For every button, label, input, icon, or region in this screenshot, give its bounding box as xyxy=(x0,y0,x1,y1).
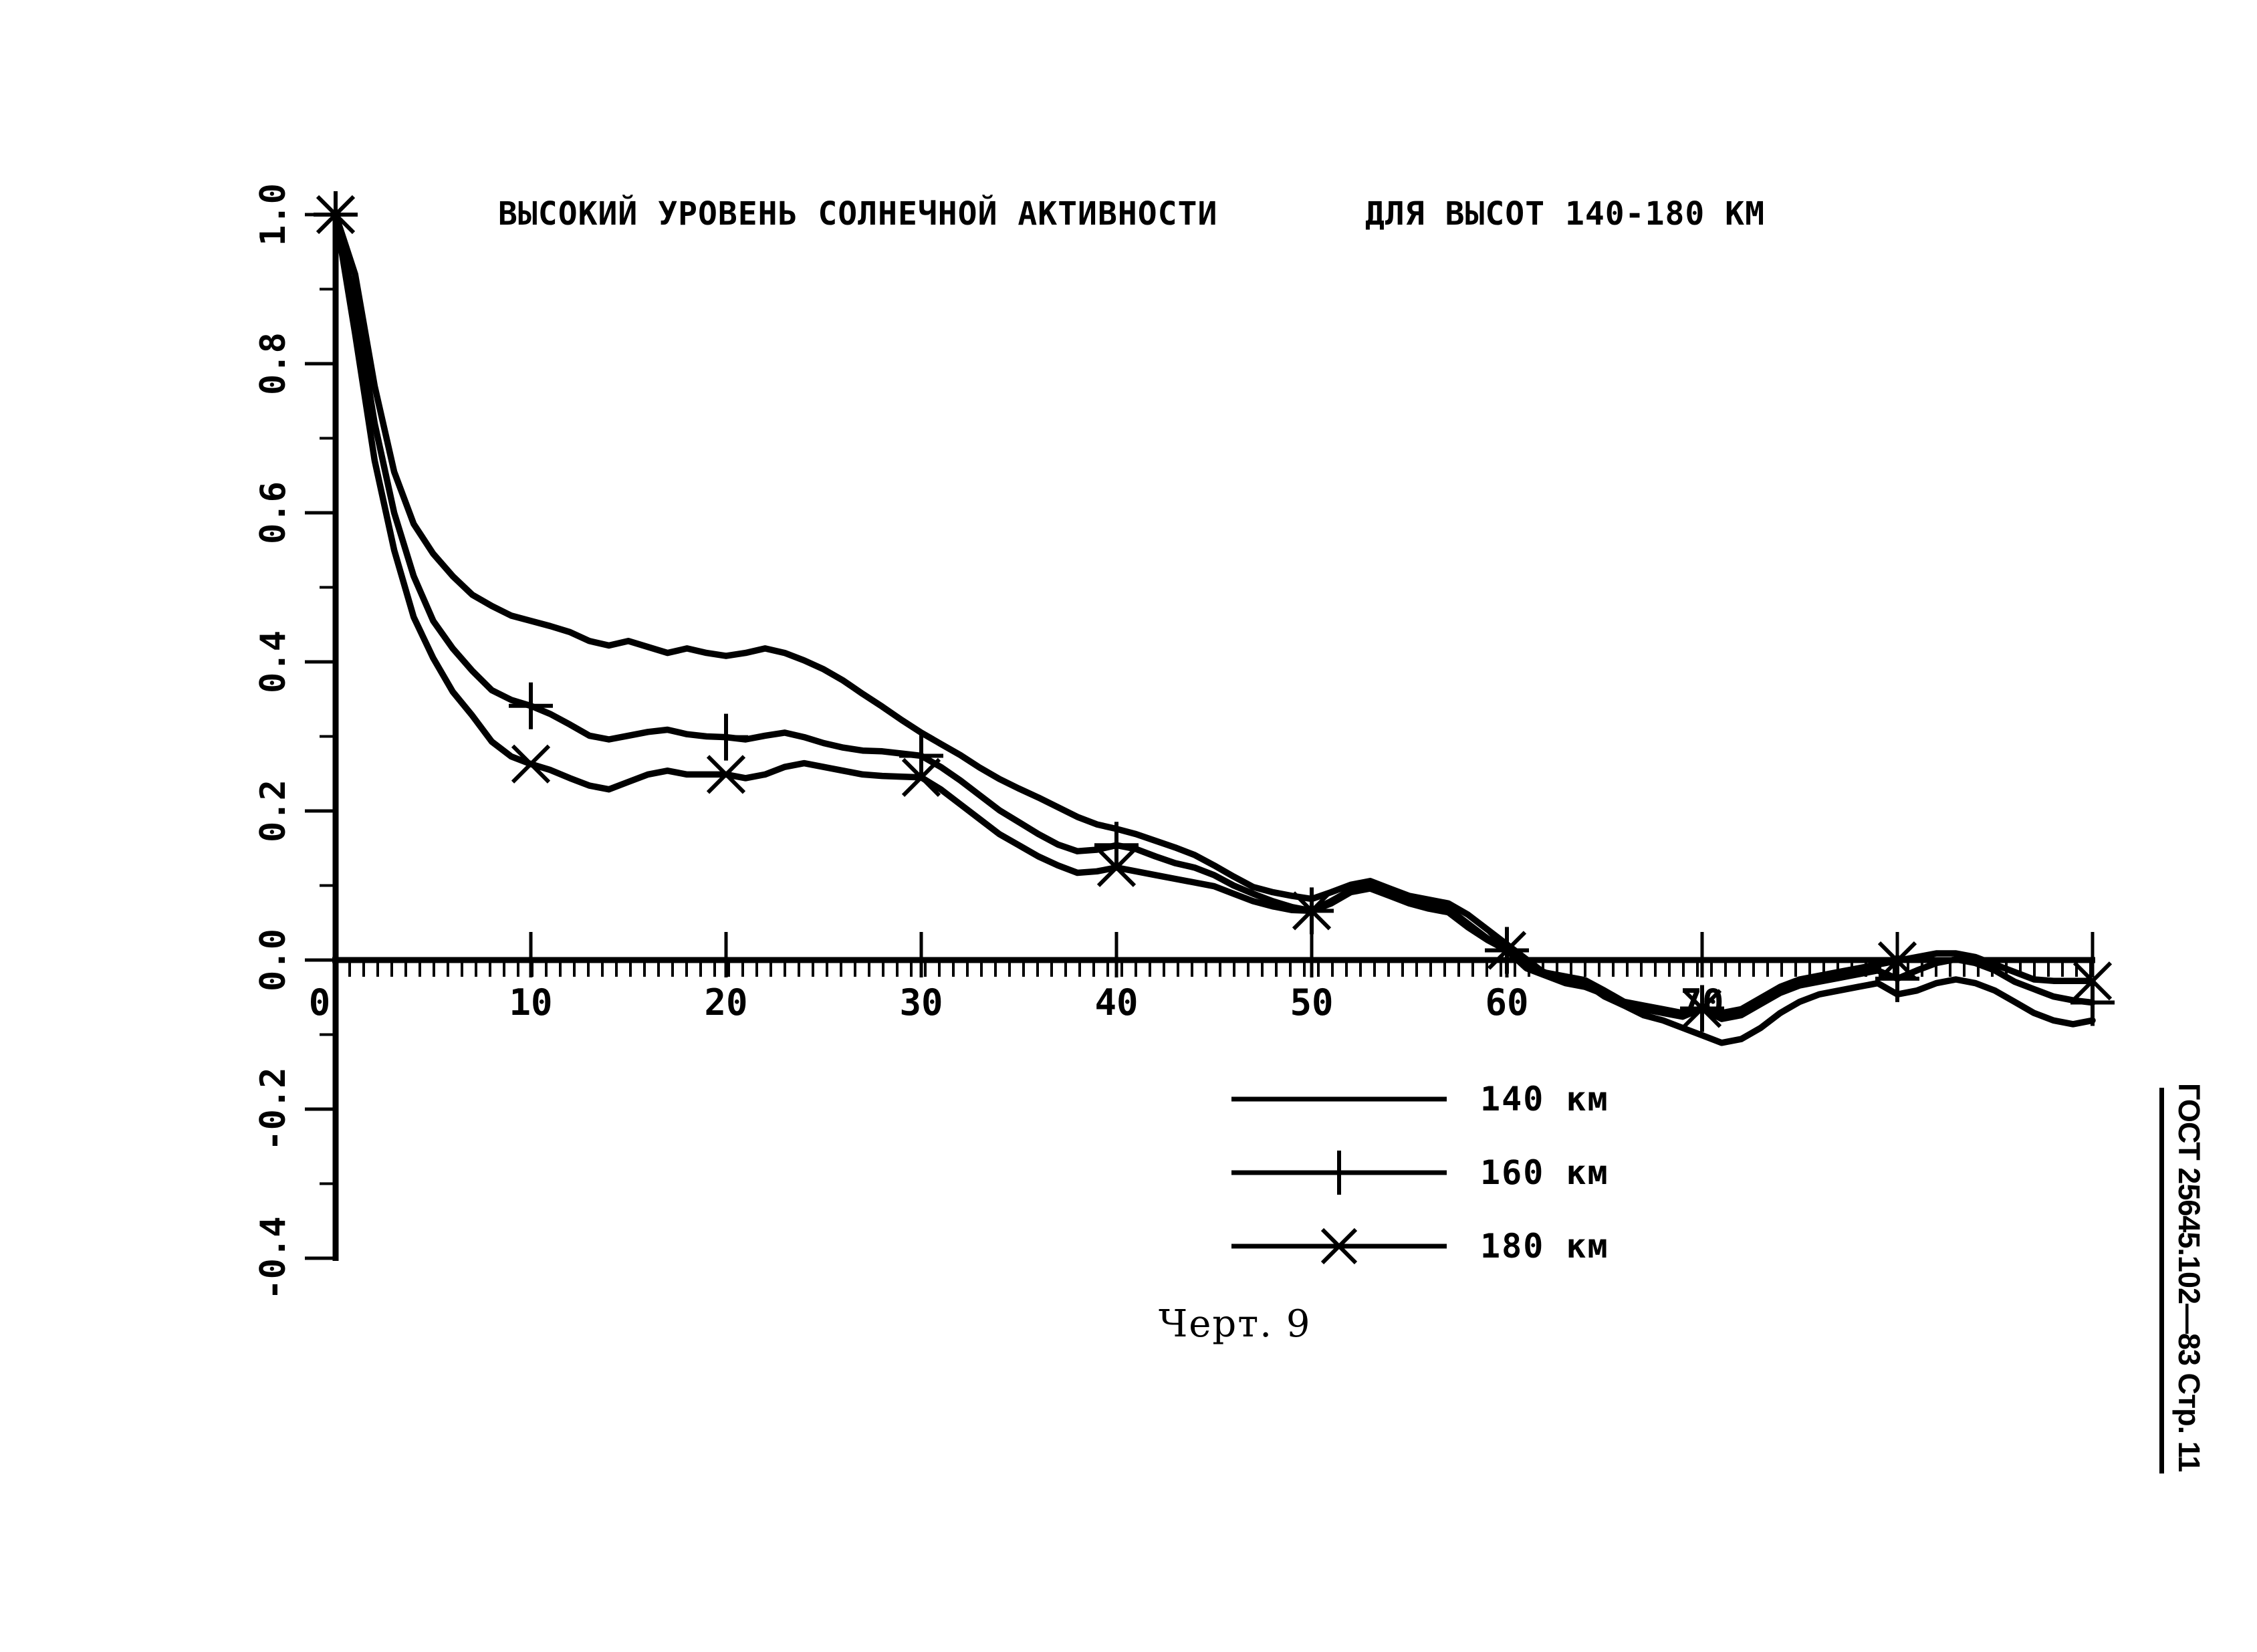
legend-label: 140 км xyxy=(1480,1080,1609,1118)
markers-160км xyxy=(314,191,2115,1032)
figure-caption: Черт. 9 xyxy=(1159,1302,1312,1346)
legend-row: 180 км xyxy=(1229,1222,1609,1270)
legend-label: 160 км xyxy=(1480,1153,1609,1192)
svg-text:1.0: 1.0 xyxy=(253,183,293,246)
legend-sample-plus xyxy=(1231,1151,1447,1195)
svg-text:50: 50 xyxy=(1290,981,1333,1024)
curve-160км xyxy=(332,211,2096,1022)
svg-text:0.4: 0.4 xyxy=(253,630,293,693)
legend-label: 180 км xyxy=(1480,1227,1609,1266)
legend-sample-none xyxy=(1231,1096,1447,1102)
chart-legend: 140 км 160 км 180 км xyxy=(1229,1075,1609,1270)
markers-180км xyxy=(316,195,2113,1028)
chart-subtitle: ДЛЯ ВЫСОТ 140-180 КМ xyxy=(1365,195,1765,233)
svg-text:0.0: 0.0 xyxy=(253,929,293,991)
curve-180км xyxy=(332,211,2096,1016)
y-tick-labels: 1.0 0.8 0.6 0.4 0.2 0.0 -0.2 -0.4 xyxy=(253,183,293,1300)
svg-text:60: 60 xyxy=(1485,981,1528,1024)
svg-text:0.8: 0.8 xyxy=(253,332,293,395)
svg-text:10: 10 xyxy=(509,981,552,1024)
svg-text:0: 0 xyxy=(309,981,331,1024)
legend-row: 140 км xyxy=(1229,1075,1609,1123)
svg-text:20: 20 xyxy=(704,981,747,1024)
curve-140км xyxy=(332,211,2096,1046)
svg-text:30: 30 xyxy=(899,981,943,1024)
svg-text:-0.4: -0.4 xyxy=(253,1216,293,1300)
svg-text:0.6: 0.6 xyxy=(253,481,293,544)
legend-sample-cross xyxy=(1231,1227,1447,1265)
legend-row: 160 км xyxy=(1229,1149,1609,1197)
x-tick-labels: 0 10 20 30 40 50 60 70 xyxy=(309,981,1724,1024)
gost-page-reference: ГОСТ 25645.102—83 Стр. 11 xyxy=(2172,1083,2206,1472)
svg-text:40: 40 xyxy=(1094,981,1138,1024)
svg-text:-0.2: -0.2 xyxy=(253,1067,293,1151)
margin-rule xyxy=(2159,1088,2164,1473)
y-minor-ticks xyxy=(320,287,336,1185)
chart-title: ВЫСОКИЙ УРОВЕНЬ СОЛНЕЧНОЙ АКТИВНОСТИ xyxy=(498,195,1218,233)
svg-text:0.2: 0.2 xyxy=(253,780,293,842)
